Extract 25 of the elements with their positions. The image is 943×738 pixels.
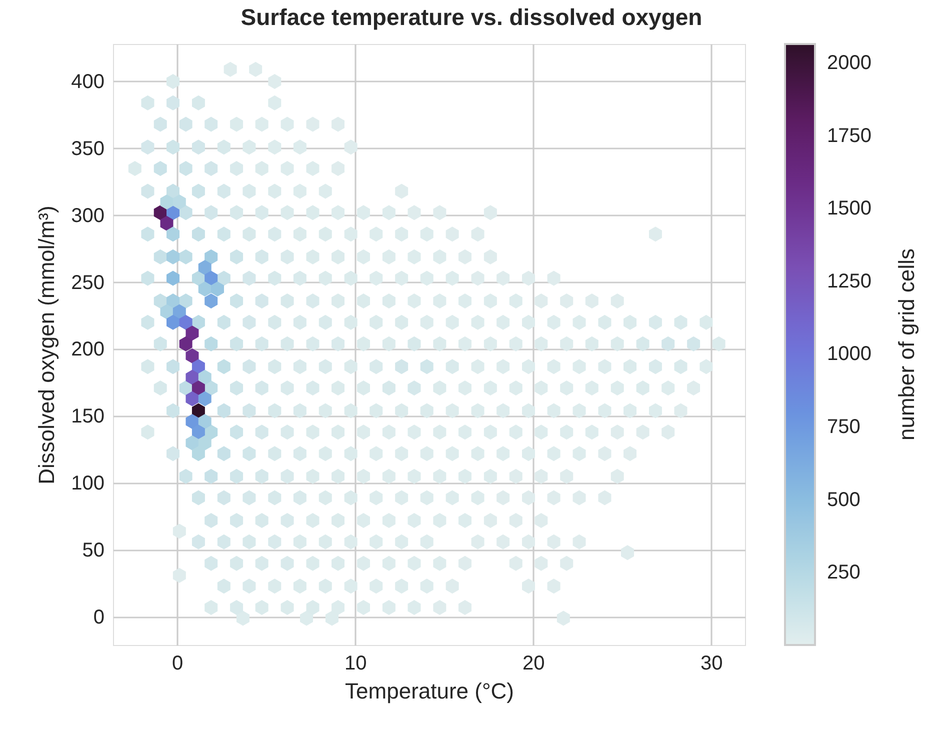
color-bar-label: 750 (827, 416, 860, 438)
chart-title: Surface temperature vs. dissolved oxygen (240, 4, 702, 30)
x-tick-label: 10 (344, 652, 367, 674)
y-axis-title: Dissolved oxygen (mmol/m³) (34, 206, 60, 484)
y-tick-label: 50 (82, 539, 104, 562)
y-tick-label: 250 (71, 272, 104, 294)
y-tick-label: 300 (71, 204, 104, 227)
color-bar-label: 500 (827, 488, 860, 511)
color-bar-label: 1250 (827, 270, 872, 292)
color-bar-label: 1000 (827, 343, 872, 366)
y-tick-label: 0 (93, 606, 104, 628)
color-bar-label: 1750 (827, 124, 872, 147)
color-bar-label: 250 (827, 562, 860, 584)
color-bar-label: 1500 (827, 198, 872, 220)
y-tick-label: 150 (71, 406, 104, 428)
y-tick-label: 200 (71, 338, 104, 361)
x-tick-label: 20 (522, 652, 545, 674)
color-bar-label: 2000 (827, 52, 872, 74)
y-tick-label: 400 (71, 70, 104, 93)
x-axis-title: Temperature (°C) (345, 678, 514, 704)
x-tick-label: 0 (172, 652, 184, 674)
color-bar-title: number of grid cells (894, 248, 919, 440)
y-tick-label: 350 (71, 138, 104, 160)
y-tick-label: 100 (71, 472, 104, 495)
x-tick-label: 30 (700, 652, 723, 674)
